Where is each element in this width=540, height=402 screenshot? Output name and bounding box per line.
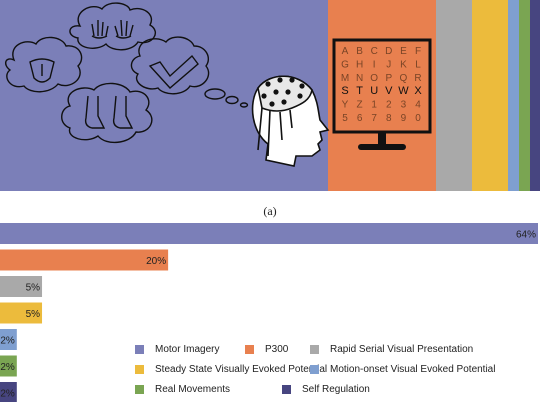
speller-letter: U xyxy=(370,85,378,97)
self-regulation-strip xyxy=(530,0,540,191)
speller-letter: H xyxy=(356,59,363,70)
thought-cloud-tongue-icon xyxy=(4,36,83,93)
thought-bubbles-icon xyxy=(204,88,249,108)
speller-letter: F xyxy=(415,46,421,57)
legend-label: Rapid Serial Visual Presentation xyxy=(330,344,474,355)
bar-value-label: 2% xyxy=(0,336,15,347)
rsvp-strip xyxy=(436,0,472,191)
ssvep-strip xyxy=(472,0,508,191)
bar-rapid-serial-visual-presentation xyxy=(0,276,43,297)
speller-letter: 5 xyxy=(342,113,348,124)
speller-letter: X xyxy=(414,85,422,97)
speller-letter: 6 xyxy=(357,113,363,124)
head-with-eeg-cap-icon xyxy=(251,75,330,167)
speller-letter: B xyxy=(356,46,363,57)
figure-caption: (a) xyxy=(263,204,277,218)
thought-cloud-feet-icon xyxy=(61,82,153,143)
speller-letter: Z xyxy=(357,100,363,111)
speller-letter: Q xyxy=(400,73,408,84)
legend-swatch xyxy=(135,345,144,354)
speller-letter: D xyxy=(385,46,392,57)
speller-letter: 2 xyxy=(386,100,392,111)
speller-letter: 1 xyxy=(371,100,377,111)
bar-chart: 64% 20% 5% 5% 2% 2% 2% xyxy=(0,223,538,402)
bar-value-label: 2% xyxy=(0,362,15,373)
legend-swatch xyxy=(135,365,144,374)
bar-p300 xyxy=(0,249,169,271)
legend-label: P300 xyxy=(265,344,289,355)
speller-letter: 0 xyxy=(415,113,421,124)
speller-letter: I xyxy=(373,59,376,70)
speller-letter: Y xyxy=(342,100,349,111)
legend-swatch xyxy=(245,345,254,354)
speller-letter: A xyxy=(342,46,349,57)
legend-swatch xyxy=(135,385,144,394)
real-movements-strip xyxy=(519,0,530,191)
bar-self-regulation xyxy=(0,382,17,402)
legend-swatch xyxy=(282,385,291,394)
speller-letter: M xyxy=(341,73,349,84)
legend-swatch xyxy=(310,365,319,374)
speller-letter: E xyxy=(400,46,407,57)
legend-label: Self Regulation xyxy=(302,384,370,395)
bar-value-label: 5% xyxy=(26,283,41,294)
legend-label: Motor Imagery xyxy=(155,344,220,355)
chart-legend: Motor Imagery P300 Rapid Serial Visual Pre… xyxy=(135,344,535,402)
bar-motor-imagery xyxy=(0,223,538,244)
speller-letter: C xyxy=(371,46,378,57)
bar-real-movements xyxy=(0,355,17,377)
speller-letter: R xyxy=(414,73,421,84)
speller-letter-grid: A B C D E F G H I J K L M N O P Q R S T U V W X Y Z 1 2 3 4 5 6 7 8 9 0 xyxy=(341,46,423,124)
speller-letter: N xyxy=(356,73,363,84)
speller-letter: L xyxy=(415,59,421,70)
legend-label: Real Movements xyxy=(155,384,231,395)
speller-letter: V xyxy=(385,85,393,97)
speller-letter: T xyxy=(356,85,363,97)
speller-letter: 4 xyxy=(415,100,421,111)
legend-label: Steady State Visually Evoked Potential xyxy=(155,364,328,375)
legend-swatch xyxy=(310,345,319,354)
bar-value-label: 5% xyxy=(26,309,41,320)
thought-cloud-target-icon xyxy=(130,36,210,95)
speller-letter: J xyxy=(386,59,391,70)
bar-value-label: 20% xyxy=(146,256,166,267)
p300-speller-monitor-icon: A B C D E F G H I J K L M N O P Q R S T U V W X Y Z 1 2 3 4 5 6 7 8 9 0 xyxy=(332,38,432,150)
speller-letter: G xyxy=(341,59,349,70)
speller-letter: K xyxy=(400,59,407,70)
legend-label: Motion-onset Visual Evoked Potential xyxy=(330,364,496,375)
speller-letter: 7 xyxy=(371,113,377,124)
speller-letter: P xyxy=(385,73,392,84)
speller-letter: 3 xyxy=(401,100,407,111)
speller-letter: W xyxy=(398,85,409,97)
bar-value-label: 64% xyxy=(516,230,536,241)
bci-paradigm-illustration: A B C D E F G H I J K L M N O P Q R S T U V W X Y Z 1 2 3 4 5 6 7 8 9 0 xyxy=(0,0,540,191)
bar-steady-state-visually-evoked-potential xyxy=(0,302,43,324)
thought-cloud-hands-icon xyxy=(69,2,156,51)
speller-letter: O xyxy=(370,73,378,84)
speller-letter: 8 xyxy=(386,113,392,124)
movep-strip xyxy=(508,0,519,191)
bar-value-label: 2% xyxy=(0,389,15,400)
speller-letter: 9 xyxy=(401,113,407,124)
bar-motion-onset-visual-evoked-potential xyxy=(0,329,17,350)
speller-letter: S xyxy=(341,85,348,97)
